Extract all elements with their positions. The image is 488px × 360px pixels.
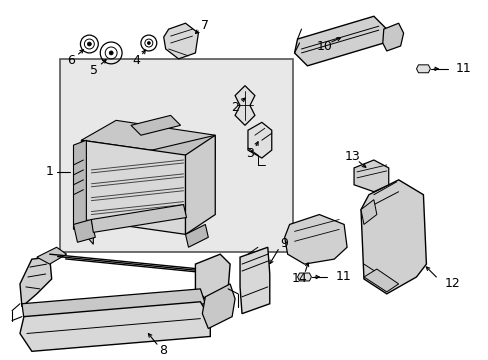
Text: 4: 4	[132, 54, 140, 67]
Text: 13: 13	[344, 149, 359, 162]
Polygon shape	[73, 140, 86, 229]
Polygon shape	[353, 160, 388, 192]
Text: 7: 7	[201, 19, 209, 32]
Text: 14: 14	[291, 273, 307, 285]
Text: 12: 12	[443, 278, 459, 291]
Polygon shape	[360, 200, 376, 224]
Polygon shape	[235, 86, 254, 125]
Text: 5: 5	[90, 64, 98, 77]
Polygon shape	[416, 65, 429, 73]
Text: 9: 9	[280, 237, 288, 250]
Polygon shape	[382, 23, 403, 51]
Text: 3: 3	[245, 147, 253, 159]
Polygon shape	[76, 215, 93, 244]
Text: 10: 10	[316, 40, 331, 54]
Polygon shape	[131, 135, 215, 180]
Polygon shape	[363, 269, 398, 292]
Polygon shape	[185, 135, 215, 234]
Bar	[60, 59, 292, 252]
Polygon shape	[22, 289, 205, 319]
Circle shape	[109, 51, 113, 55]
Polygon shape	[360, 180, 426, 294]
Circle shape	[87, 42, 91, 46]
Polygon shape	[131, 116, 180, 135]
Polygon shape	[185, 224, 208, 247]
Polygon shape	[163, 23, 198, 59]
Text: 1: 1	[46, 165, 54, 179]
Polygon shape	[20, 257, 52, 307]
Polygon shape	[240, 247, 269, 314]
Polygon shape	[91, 204, 186, 232]
Polygon shape	[81, 140, 185, 234]
Polygon shape	[247, 122, 271, 158]
Text: 8: 8	[159, 344, 166, 357]
Text: 11: 11	[455, 62, 471, 75]
Polygon shape	[195, 254, 230, 299]
Polygon shape	[37, 247, 66, 264]
Text: 2: 2	[231, 101, 239, 114]
Polygon shape	[81, 120, 215, 155]
Polygon shape	[20, 302, 210, 351]
Polygon shape	[294, 16, 386, 66]
Text: 11: 11	[334, 270, 350, 283]
Polygon shape	[284, 215, 346, 264]
Circle shape	[147, 41, 150, 45]
Polygon shape	[297, 273, 311, 281]
Polygon shape	[73, 220, 95, 242]
Text: 6: 6	[67, 54, 75, 67]
Polygon shape	[202, 284, 235, 329]
